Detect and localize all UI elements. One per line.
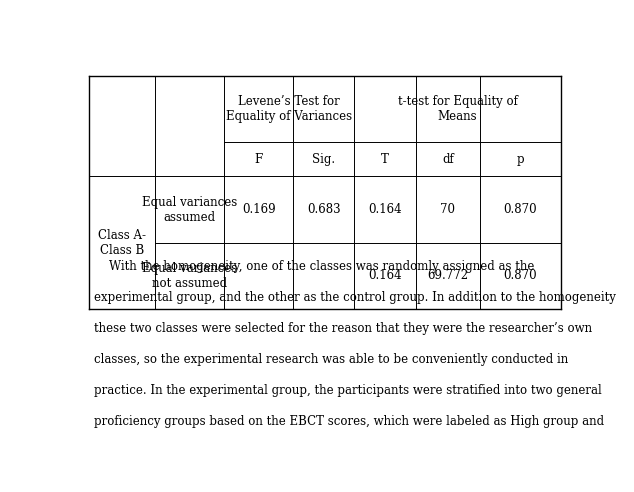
Text: Sig.: Sig. <box>312 153 335 166</box>
Text: df: df <box>442 153 454 166</box>
Text: F: F <box>254 153 262 166</box>
Text: 0.870: 0.870 <box>503 270 537 282</box>
Text: t-test for Equality of
Means: t-test for Equality of Means <box>398 95 517 123</box>
Text: Levene’s Test for
Equality of Variances: Levene’s Test for Equality of Variances <box>226 95 353 123</box>
Text: Class A-
Class B: Class A- Class B <box>98 229 146 257</box>
Text: p: p <box>517 153 524 166</box>
Text: practice. In the experimental group, the participants were stratified into two g: practice. In the experimental group, the… <box>94 384 602 397</box>
Text: With the homogeneity, one of the classes was randomly assigned as the: With the homogeneity, one of the classes… <box>94 260 534 273</box>
Text: 0.164: 0.164 <box>368 270 402 282</box>
Text: Equal variances
not assumed: Equal variances not assumed <box>142 262 237 290</box>
Text: classes, so the experimental research was able to be conveniently conducted in: classes, so the experimental research wa… <box>94 353 568 366</box>
Text: 69.772: 69.772 <box>427 270 469 282</box>
Text: 0.169: 0.169 <box>242 203 275 216</box>
Text: these two classes were selected for the reason that they were the researcher’s o: these two classes were selected for the … <box>94 322 592 335</box>
Text: 0.164: 0.164 <box>368 203 402 216</box>
Text: 70: 70 <box>440 203 455 216</box>
Text: proficiency groups based on the EBCT scores, which were labeled as High group an: proficiency groups based on the EBCT sco… <box>94 415 604 428</box>
Text: T: T <box>381 153 389 166</box>
Text: 0.870: 0.870 <box>503 203 537 216</box>
Text: 0.683: 0.683 <box>307 203 340 216</box>
Text: Equal variances
assumed: Equal variances assumed <box>142 196 237 224</box>
Text: experimental group, and the other as the control group. In addition to the homog: experimental group, and the other as the… <box>94 291 616 304</box>
